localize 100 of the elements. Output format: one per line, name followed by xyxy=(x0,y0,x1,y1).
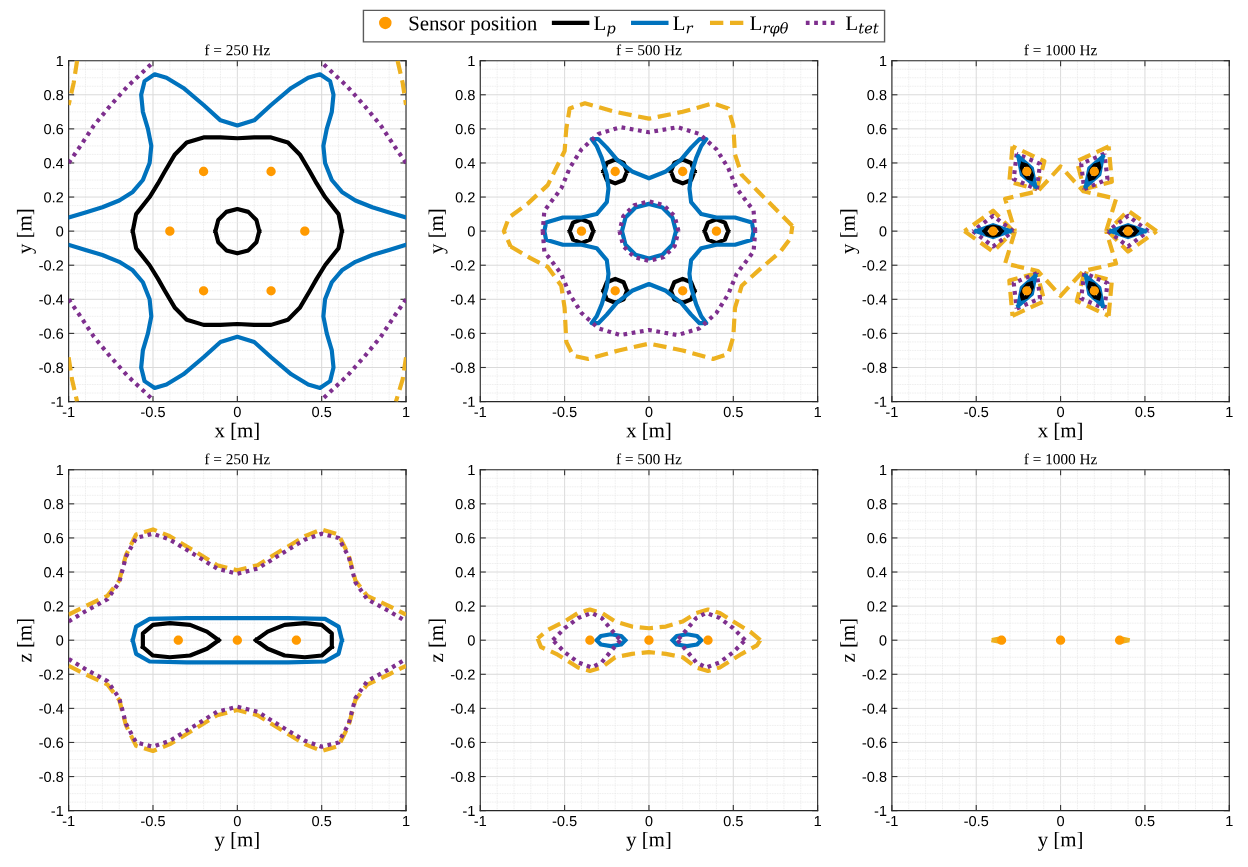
y-tick-label: -1 xyxy=(463,396,475,407)
y-axis-title: z [m] xyxy=(16,619,35,662)
y-axis-title: z [m] xyxy=(840,619,858,662)
x-tick-label: 1 xyxy=(1226,816,1233,827)
y-tick-label: 0.8 xyxy=(867,89,887,101)
y-tick-label: 0.4 xyxy=(867,158,887,169)
y-tick-label: -0.4 xyxy=(450,703,475,714)
y-tick-label: -1 xyxy=(51,396,64,407)
y-tick-label: -0.2 xyxy=(862,260,887,271)
y-tick-label: 0.8 xyxy=(867,498,887,510)
point xyxy=(1089,166,1099,177)
y-tick-label: -0.8 xyxy=(39,771,64,782)
y-tick-label: -0.4 xyxy=(862,294,887,305)
y-tick-label: 0.2 xyxy=(455,192,475,203)
x-tick-label: 1 xyxy=(403,406,410,418)
y-tick-label: -1 xyxy=(874,396,887,407)
point xyxy=(678,286,688,296)
y-tick-label: -0.2 xyxy=(450,260,475,271)
point xyxy=(610,286,620,296)
point xyxy=(165,226,175,236)
x-tick-label: 1 xyxy=(814,406,821,418)
legend-label: Sensor position xyxy=(409,16,537,35)
x-tick-label: -0.5 xyxy=(964,406,989,418)
x-tick-label: 0.5 xyxy=(723,815,743,827)
x-tick-label: 0 xyxy=(233,815,241,827)
y-tick-label: 1 xyxy=(56,465,64,476)
y-tick-label: 0.2 xyxy=(867,192,887,203)
x-tick-label: 0 xyxy=(1057,815,1065,827)
y-tick-label: 0.8 xyxy=(44,498,64,510)
x-axis-title: x [m] xyxy=(1037,422,1082,441)
point xyxy=(198,166,209,177)
legend-label: L$_{tet}$ xyxy=(846,16,879,34)
y-tick-label: 0 xyxy=(879,635,887,646)
y-tick-label: -1 xyxy=(463,805,475,816)
point xyxy=(678,166,688,177)
y-tick-label: -1 xyxy=(51,805,64,816)
chart-title: f = 500 Hz xyxy=(616,453,682,465)
y-tick-label: 0.6 xyxy=(455,123,475,135)
y-tick-label: 0 xyxy=(56,226,64,237)
y-axis-title: z [m] xyxy=(428,619,446,662)
point xyxy=(266,166,276,177)
y-tick-label: 0.8 xyxy=(44,89,64,101)
point xyxy=(711,226,722,236)
x-tick-label: 0.5 xyxy=(312,815,332,827)
y-tick-label: -0.2 xyxy=(862,669,887,680)
chart-title: f = 1000 Hz xyxy=(1024,44,1097,56)
x-tick-label: 1 xyxy=(1226,406,1233,418)
point xyxy=(988,226,998,236)
x-axis-title: x [m] xyxy=(626,422,671,441)
y-tick-label: 1 xyxy=(56,55,64,66)
point xyxy=(1089,286,1099,296)
y-tick-label: 0 xyxy=(56,635,64,646)
x-axis-title: y [m] xyxy=(1037,831,1082,851)
x-tick-label: 0.5 xyxy=(1135,815,1155,827)
x-tick-label: 0 xyxy=(233,406,241,418)
y-tick-label: 0.2 xyxy=(455,601,475,612)
y-tick-label: 0.2 xyxy=(44,601,64,612)
x-tick-label: -0.5 xyxy=(141,815,165,827)
y-tick-label: 0.6 xyxy=(455,533,475,544)
y-tick-label: -0.2 xyxy=(39,260,64,271)
y-tick-label: 0.4 xyxy=(867,567,887,578)
x-tick-label: 0.5 xyxy=(1135,406,1155,418)
x-tick-label: -0.5 xyxy=(552,815,577,827)
chart-title: f = 500 Hz xyxy=(616,44,682,56)
y-tick-label: 0.8 xyxy=(455,89,475,101)
y-tick-label: -0.6 xyxy=(39,328,64,339)
y-tick-label: -0.6 xyxy=(862,328,887,339)
point xyxy=(576,226,587,236)
y-tick-label: -0.4 xyxy=(39,294,64,305)
y-axis-title: y [m] xyxy=(840,209,860,254)
x-tick-label: 0.5 xyxy=(723,406,743,418)
x-axis-title: x [m] xyxy=(214,422,259,441)
chart-title: f = 1000 Hz xyxy=(1024,453,1097,465)
x-tick-label: 1 xyxy=(814,816,821,827)
y-tick-label: 0.4 xyxy=(44,158,64,169)
y-tick-label: -0.6 xyxy=(450,737,475,748)
y-tick-label: -0.4 xyxy=(39,703,64,714)
y-tick-label: 0.4 xyxy=(44,567,64,578)
x-tick-label: 0 xyxy=(645,815,653,827)
point xyxy=(1022,166,1032,177)
x-tick-label: 1 xyxy=(403,816,410,827)
point xyxy=(300,226,310,236)
y-tick-label: 0 xyxy=(467,226,475,237)
x-tick-label: 0 xyxy=(1057,406,1065,418)
y-axis-title: y [m] xyxy=(428,209,448,254)
point xyxy=(610,166,620,177)
y-tick-label: -0.4 xyxy=(862,703,887,714)
y-tick-label: 0.4 xyxy=(455,158,475,169)
legend-label: L$_{rφθ}$ xyxy=(750,16,788,37)
y-tick-label: 0.8 xyxy=(455,498,475,510)
y-tick-label: 1 xyxy=(880,55,887,66)
x-tick-label: 0.5 xyxy=(312,406,332,418)
y-tick-label: 0.6 xyxy=(44,123,64,135)
y-tick-label: -0.8 xyxy=(450,362,475,373)
y-tick-label: -0.8 xyxy=(862,771,887,782)
chart-title: f = 250 Hz xyxy=(204,453,270,465)
point xyxy=(1123,226,1133,236)
y-axis-title: y [m] xyxy=(16,209,36,254)
y-tick-label: 0.6 xyxy=(44,533,64,544)
legend-label: L$_{r}$ xyxy=(673,16,694,34)
